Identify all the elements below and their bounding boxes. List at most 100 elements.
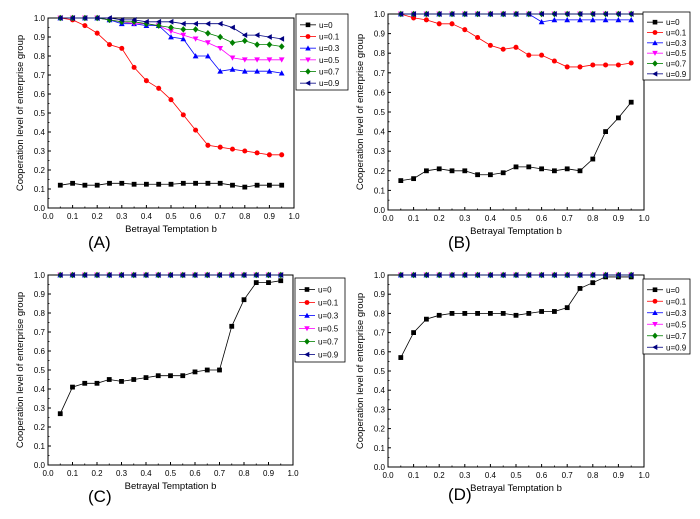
legend-marker [305, 80, 311, 86]
legend-label: u=0.7 [319, 68, 340, 77]
data-point [564, 64, 570, 70]
data-point [278, 43, 285, 50]
legend-entry: u=0 [300, 21, 333, 30]
data-point [180, 112, 186, 118]
data-point [94, 182, 100, 188]
data-point [577, 168, 583, 174]
data-point [253, 280, 259, 285]
x-tick-label: 0.6 [189, 469, 201, 478]
data-point [266, 34, 272, 40]
data-point [462, 311, 468, 316]
legend-entry: u=0.7 [299, 338, 339, 347]
y-tick-label: 0.0 [374, 206, 386, 215]
y-tick-label: 0.8 [374, 309, 386, 318]
legend-label: u=0.9 [318, 351, 339, 360]
y-tick-label: 0.3 [34, 404, 46, 413]
data-point [436, 312, 442, 318]
y-tick-label: 0.7 [34, 328, 46, 337]
legend-label: u=0.1 [318, 299, 339, 308]
data-point [94, 30, 100, 36]
data-point [82, 182, 88, 188]
data-point [500, 46, 506, 52]
series-u-0 [398, 274, 634, 360]
x-tick-label: 0.4 [485, 471, 497, 480]
data-point [411, 176, 416, 182]
data-point [424, 168, 429, 174]
x-tick-label: 0.5 [165, 469, 177, 478]
data-point [462, 27, 468, 33]
x-tick-label: 0.4 [485, 214, 497, 223]
data-point [526, 311, 532, 316]
data-point [590, 62, 596, 68]
x-tick-label: 0.9 [264, 212, 276, 221]
legend-marker [304, 326, 310, 332]
y-tick-label: 1.0 [34, 271, 46, 280]
y-tick-label: 0.2 [34, 423, 46, 432]
data-point [180, 180, 186, 186]
x-tick-label: 0.1 [408, 214, 420, 223]
x-tick-label: 0.3 [459, 214, 471, 223]
legend-entry: u=0.3 [647, 39, 687, 48]
series-u-0-1 [398, 11, 634, 70]
data-point [143, 18, 149, 25]
x-tick-label: 0.9 [613, 214, 625, 223]
data-point [229, 24, 235, 31]
data-point [564, 17, 571, 23]
x-tick-label: 0.0 [382, 471, 394, 480]
data-point [277, 272, 284, 278]
data-point [628, 17, 635, 23]
legend-entry: u=0.7 [647, 332, 687, 341]
data-point [131, 181, 137, 187]
y-axis-label: Cooperation level of enterprise group [355, 293, 366, 449]
data-point [155, 272, 161, 278]
data-point [551, 17, 558, 23]
data-point [266, 41, 273, 48]
legend-marker [304, 300, 310, 305]
legend-entry: u=0.1 [647, 29, 687, 38]
x-tick-label: 0.4 [140, 469, 152, 478]
x-tick-label: 0.8 [587, 471, 599, 480]
data-point [615, 11, 621, 17]
series-u-0-9 [57, 272, 284, 278]
data-point [475, 311, 480, 316]
data-point [180, 20, 186, 27]
data-point [461, 272, 468, 278]
data-point [552, 168, 557, 174]
x-tick-label: 0.6 [536, 471, 548, 480]
data-point [590, 156, 596, 162]
x-axis-label: Betrayal Temptation b [125, 481, 217, 492]
data-point [118, 17, 125, 23]
data-point [279, 182, 285, 188]
y-axis-label: Cooperation level of enterprise group [15, 35, 26, 191]
panel-label: (C) [88, 487, 112, 506]
x-axis-label: Betrayal Temptation b [470, 483, 562, 494]
y-tick-label: 0.9 [34, 290, 46, 299]
data-point [192, 20, 198, 27]
data-point [436, 272, 442, 278]
data-point [410, 11, 416, 17]
data-point [254, 150, 260, 156]
data-point [57, 15, 63, 21]
data-point [526, 164, 532, 170]
data-point [398, 178, 404, 183]
data-point [551, 58, 557, 64]
data-point [564, 272, 570, 278]
legend-box [642, 278, 691, 355]
data-point [156, 181, 162, 187]
data-point [449, 311, 455, 316]
data-point [267, 182, 272, 188]
legend-entry: u=0.1 [299, 299, 339, 308]
data-point [192, 36, 199, 42]
data-point [241, 32, 248, 38]
data-point [144, 181, 149, 187]
data-point [564, 11, 570, 17]
legend-marker [305, 22, 311, 28]
data-point [525, 11, 532, 17]
data-point [131, 377, 137, 382]
legend-entry: u=0.7 [300, 68, 340, 77]
data-point [106, 16, 113, 24]
x-axis-label: Betrayal Temptation b [470, 226, 562, 237]
data-point [577, 286, 583, 291]
data-point [538, 272, 544, 278]
